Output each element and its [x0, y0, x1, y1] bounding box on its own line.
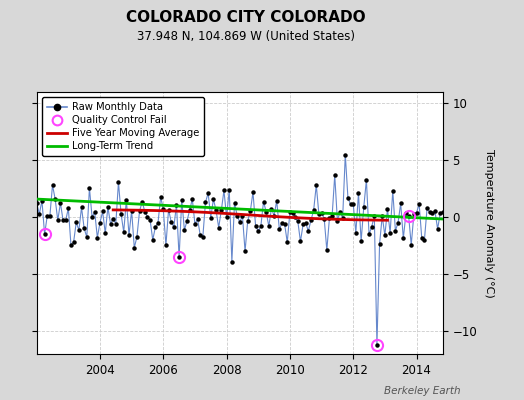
Text: 37.948 N, 104.869 W (United States): 37.948 N, 104.869 W (United States): [137, 30, 355, 43]
Y-axis label: Temperature Anomaly (°C): Temperature Anomaly (°C): [484, 149, 494, 297]
Text: COLORADO CITY COLORADO: COLORADO CITY COLORADO: [126, 10, 366, 25]
Legend: Raw Monthly Data, Quality Control Fail, Five Year Moving Average, Long-Term Tren: Raw Monthly Data, Quality Control Fail, …: [42, 97, 204, 156]
Text: Berkeley Earth: Berkeley Earth: [385, 386, 461, 396]
